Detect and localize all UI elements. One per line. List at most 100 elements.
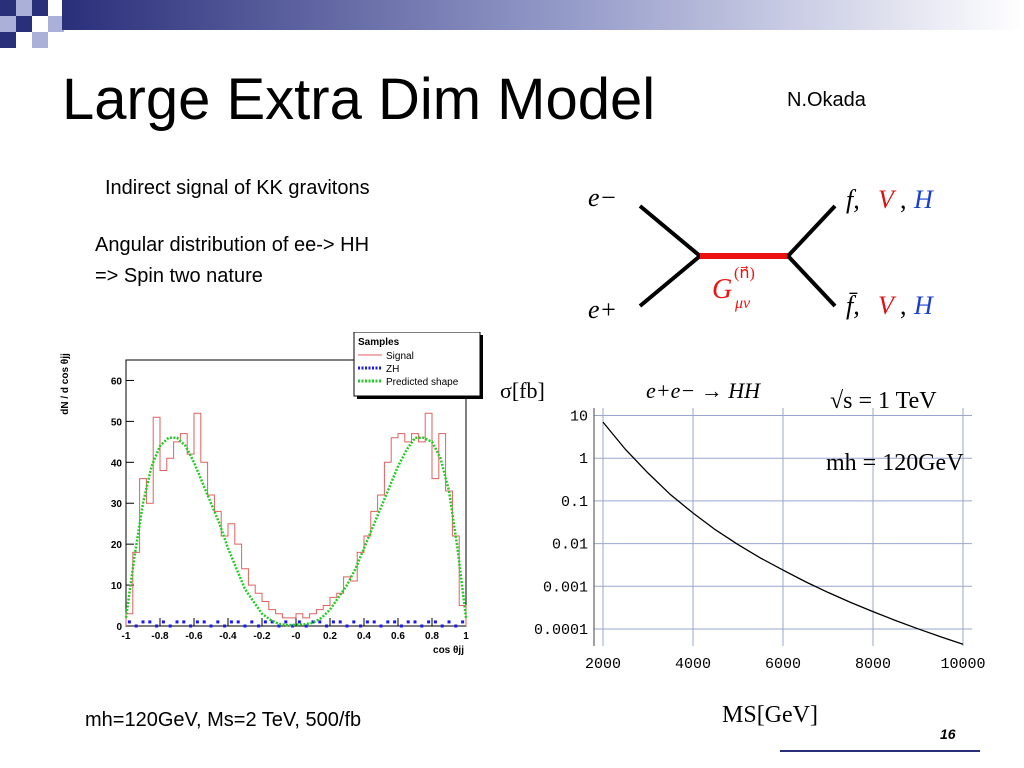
parameters-text: mh=120GeV, Ms=2 TeV, 500/fb [85,709,362,731]
zh-point [263,620,267,624]
y-tick-label: 20 [111,540,123,551]
x-axis-label: cos θjj [433,645,464,656]
label-V-top: V [878,185,897,214]
zh-point [161,620,165,624]
x-tick-label: -0.4 [219,631,237,642]
angular-distribution-text: Angular distribution of ee-> HH [95,234,370,256]
x-tick-label: 2000 [585,656,621,673]
zh-point [250,620,254,624]
zh-point [386,620,390,624]
label-e-minus: e− [588,183,617,212]
zh-point [359,624,363,628]
zh-point [134,624,138,628]
deco-square [32,32,48,48]
deco-square [0,32,16,48]
incoming-positron-line [638,254,702,308]
zh-point [236,620,240,624]
y-axis-label: σ[fb] [500,378,545,403]
feynman-diagram: e− e+ f, V , H f̄, V , H G (n⃗) μν [588,183,934,324]
propagator-superscript: (n⃗) [734,265,755,282]
x-tick-label: 4000 [675,656,711,673]
x-tick-label: 6000 [765,656,801,673]
x-tick-label: -0 [292,631,301,642]
label-V-bottom: V [878,291,897,320]
legend-entry: Predicted shape [386,377,459,388]
zh-point [229,620,233,624]
y-tick-label: 40 [111,458,123,469]
y-tick-label: 0.1 [561,494,588,511]
propagator-label: G [712,274,732,305]
legend-entry: ZH [386,364,399,375]
zh-point [393,620,397,624]
zh-point [454,624,458,628]
x-axis-label: MS[GeV] [722,702,818,728]
zh-point [311,620,315,624]
y-tick-label: 0.0001 [534,622,588,639]
legend-entry: Signal [386,351,414,362]
spin-nature-text: => Spin two nature [95,265,263,287]
slide-title: Large Extra Dim Model [62,67,656,132]
x-tick-label: -0.8 [151,631,169,642]
zh-point [318,620,322,624]
zh-point [331,620,335,624]
cross-section-curve [602,421,964,645]
zh-point [155,624,159,628]
zh-point [202,620,206,624]
author-label: N.Okada [787,89,866,111]
series-predicted-shape [124,436,468,627]
propagator-subscript: μν [734,295,751,312]
zh-point [413,620,417,624]
x-tick-label: 8000 [855,656,891,673]
zh-point [209,624,213,628]
y-tick-label: 60 [111,376,123,387]
comma: , [900,185,907,214]
deco-square [0,16,16,32]
zh-point [345,624,349,628]
deco-square [32,0,48,16]
outgoing-top-line [786,204,837,258]
outgoing-bottom-line [786,254,837,308]
zh-point [195,620,199,624]
zh-point [440,624,444,628]
x-tick-label: 10000 [940,656,985,673]
title-gradient-bar [62,0,1024,30]
zh-point [243,624,247,628]
zh-point [189,624,193,628]
zh-point [284,620,288,624]
x-tick-label: -0.2 [253,631,271,642]
zh-point [379,624,383,628]
x-tick-label: 0.2 [323,631,337,642]
zh-point [291,624,295,628]
footer-rule [780,750,980,752]
zh-point [182,620,186,624]
zh-point [372,620,376,624]
zh-point [352,620,356,624]
x-tick-label: 0.8 [425,631,439,642]
deco-square [0,0,16,16]
cross-section-plot: 2000 4000 6000 8000 10000 10 1 0.1 0.01 0.001 0.00… [500,378,986,728]
zh-point [304,624,308,628]
x-tick-label: -1 [122,631,131,642]
y-tick-label: 10 [111,581,123,592]
indirect-signal-text: Indirect signal of KK gravitons [105,177,370,199]
zh-point [127,620,131,624]
zh-point [461,620,465,624]
zh-point [223,624,227,628]
zh-point [297,620,301,624]
page-number: 16 [940,726,956,742]
annotation-mh: mh = 120GeV [826,450,964,476]
x-tick-label: 1 [463,631,469,642]
zh-point [365,620,369,624]
deco-square [16,16,32,32]
legend-box [353,332,481,397]
x-tick-label: -0.6 [185,631,203,642]
zh-point [406,620,410,624]
x-tick-label: 0.4 [357,631,371,642]
legend-title: Samples [358,337,400,348]
zh-point [216,620,220,624]
y-tick-label: 0 [116,622,122,633]
plot-frame [125,359,467,627]
angular-histogram: -1 -0.8 -0.6 -0.4 -0.2 -0 0.2 0.4 0.6 0.8 10102030… [60,332,483,656]
y-tick-label: 0.001 [543,579,588,596]
zh-point [270,620,274,624]
